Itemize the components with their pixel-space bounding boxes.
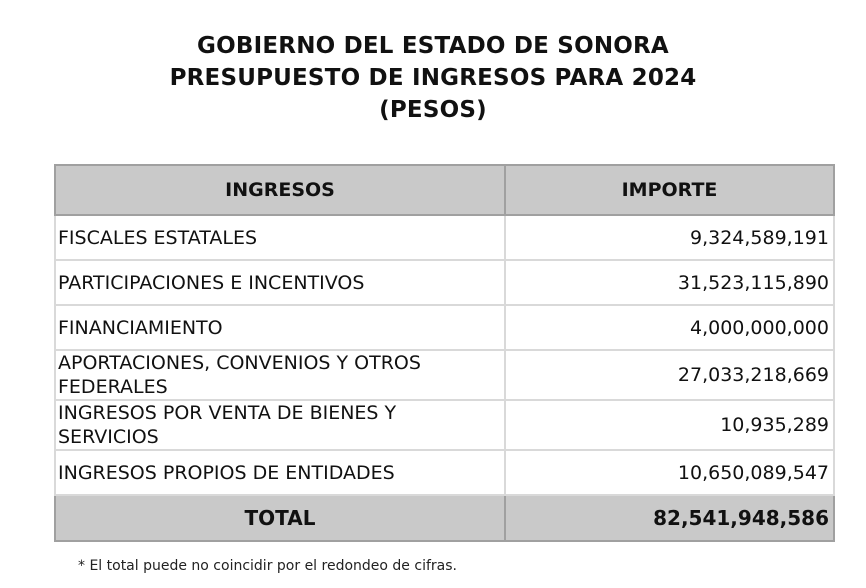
row-amount: 10,935,289 [504, 399, 835, 451]
table-row: FINANCIAMIENTO 4,000,000,000 [54, 304, 835, 351]
title-currency: (PESOS) [379, 97, 487, 123]
row-label: INGRESOS POR VENTA DE BIENES Y SERVICIOS [54, 399, 506, 451]
column-header-importe: IMPORTE [504, 164, 835, 216]
row-amount: 31,523,115,890 [504, 259, 835, 306]
document-title: GOBIERNO DEL ESTADO DE SONORA PRESUPUEST… [0, 30, 866, 126]
rounding-footnote: * El total puede no coincidir por el red… [78, 558, 457, 574]
row-label: INGRESOS PROPIOS DE ENTIDADES [54, 449, 506, 496]
column-header-ingresos: INGRESOS [54, 164, 506, 216]
row-amount: 27,033,218,669 [504, 349, 835, 401]
row-amount: 9,324,589,191 [504, 214, 835, 261]
row-label: APORTACIONES, CONVENIOS Y OTROS FEDERALE… [54, 349, 506, 401]
row-label: FINANCIAMIENTO [54, 304, 506, 351]
table-row: PARTICIPACIONES E INCENTIVOS 31,523,115,… [54, 259, 835, 306]
table-row: FISCALES ESTATALES 9,324,589,191 [54, 214, 835, 261]
total-row: TOTAL 82,541,948,586 [54, 494, 835, 542]
income-budget-table: INGRESOS IMPORTE FISCALES ESTATALES 9,32… [54, 164, 835, 542]
total-amount: 82,541,948,586 [504, 494, 835, 542]
title-budget: PRESUPUESTO DE INGRESOS PARA 2024 [169, 65, 697, 91]
row-label: FISCALES ESTATALES [54, 214, 506, 261]
total-label: TOTAL [54, 494, 506, 542]
row-label: PARTICIPACIONES E INCENTIVOS [54, 259, 506, 306]
table-row: INGRESOS PROPIOS DE ENTIDADES 10,650,089… [54, 449, 835, 496]
row-amount: 4,000,000,000 [504, 304, 835, 351]
table-row: APORTACIONES, CONVENIOS Y OTROS FEDERALE… [54, 349, 835, 401]
table-row: INGRESOS POR VENTA DE BIENES Y SERVICIOS… [54, 399, 835, 451]
title-government: GOBIERNO DEL ESTADO DE SONORA [197, 33, 669, 59]
row-amount: 10,650,089,547 [504, 449, 835, 496]
table-header-row: INGRESOS IMPORTE [54, 164, 835, 216]
